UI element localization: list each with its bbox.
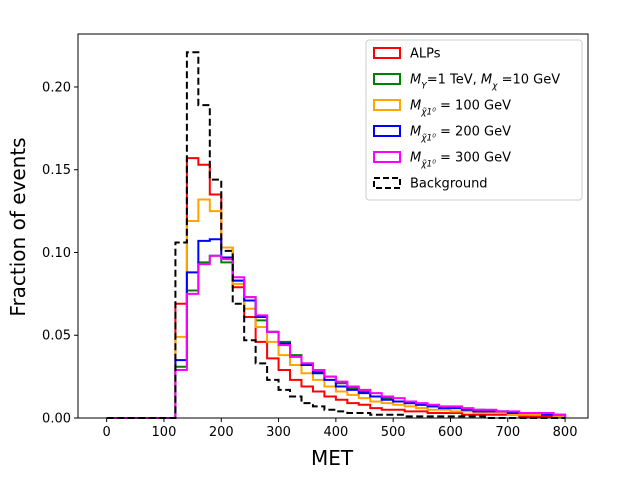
- y-tick-label-2: 0.10: [42, 246, 71, 261]
- legend-box: [365, 39, 583, 201]
- y-tick-label-1: 0.05: [42, 329, 71, 344]
- legend-label-0: ALPs: [410, 47, 441, 62]
- legend: ALPs MY=1 TeV, Mχ =10 GeV Mχ̃1⁰ = 100 GeV M…: [365, 39, 583, 201]
- x-tick-label-4: 400: [323, 425, 348, 440]
- x-tick-label-3: 300: [266, 425, 291, 440]
- x-tick-label-6: 600: [438, 425, 463, 440]
- x-tick-label-7: 700: [495, 425, 520, 440]
- legend-swatch-0: [373, 47, 401, 59]
- x-tick-label-2: 200: [209, 425, 234, 440]
- x-tick-label-5: 500: [381, 425, 406, 440]
- legend-swatch-5: [373, 177, 401, 189]
- y-tick-label-4: 0.20: [42, 80, 71, 95]
- legend-label-3: Mχ̃1⁰ = 200 GeV: [410, 125, 511, 144]
- legend-label-4: Mχ̃1⁰ = 300 GeV: [410, 151, 511, 170]
- plot-area: [106, 51, 567, 419]
- legend-label-5: Background: [410, 177, 488, 192]
- legend-swatch-2: [373, 99, 401, 111]
- y-tick-label-0: 0.00: [42, 412, 71, 427]
- legend-swatch-4: [373, 151, 401, 163]
- legend-label-1: MY=1 TeV, Mχ =10 GeV: [410, 73, 560, 92]
- x-tick-label-8: 800: [553, 425, 578, 440]
- legend-swatch-1: [373, 73, 401, 85]
- y-axis-label: Fraction of events: [6, 137, 30, 316]
- x-tick-label-1: 100: [152, 425, 177, 440]
- x-tick-label-0: 0: [103, 425, 111, 440]
- y-tick-label-3: 0.15: [42, 163, 71, 178]
- series-line-0: [106, 157, 567, 419]
- legend-swatch-3: [373, 125, 401, 137]
- x-axis-label: MET: [311, 446, 354, 470]
- axes-frame: [77, 33, 589, 419]
- axes: 0 100 200 300 400 500 600 700 800 0.00 0.05 0.10 0.1…: [42, 33, 589, 440]
- series-line-5: [106, 51, 566, 419]
- series-line-4: [106, 254, 567, 419]
- legend-label-2: Mχ̃1⁰ = 100 GeV: [410, 99, 511, 118]
